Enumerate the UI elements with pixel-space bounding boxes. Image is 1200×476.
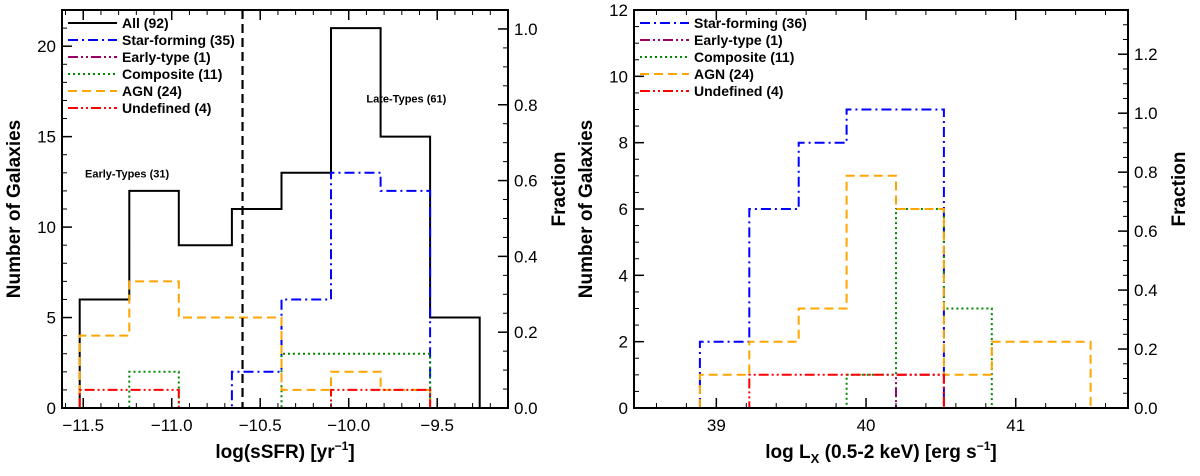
y-tick-label: 15 [37,128,56,147]
x-tick-label: −11.5 [62,416,104,435]
x-axis-title-part: log L [765,442,811,463]
y-tick-label: 6 [619,200,628,219]
y-tick-label: 2 [619,333,628,352]
y-axis-title: Number of Galaxies [576,120,597,298]
y-tick-label: 10 [37,218,56,237]
histogram-composite [79,352,480,409]
x-axis-title-part: ] [348,442,354,463]
y2-tick-label: 1.0 [1134,104,1158,123]
y-tick-label: 10 [609,67,628,86]
histogram-composite [699,208,1091,409]
y2-tick-label: 0.2 [514,323,538,342]
y2-axis-title: Fraction [549,152,570,227]
x-tick-label: 40 [857,416,876,435]
legend-label: Composite (11) [694,49,794,65]
legend-label: Early-type (1) [122,49,211,65]
y-axis-title: Number of Galaxies [4,120,25,298]
legend: All (92)Star-forming (35)Early-type (1)C… [68,15,235,116]
y2-tick-label: 0.4 [1134,281,1158,300]
x-tick-label: −11.0 [151,416,193,435]
histogram-agn [698,174,1092,408]
annotation: Early-Types (31) [85,168,170,180]
legend-label: Star-forming (36) [694,15,807,31]
x-tick-label: 41 [1006,416,1025,435]
x-tick-label: −10.5 [239,416,282,435]
chart-panel-ssfr: −11.5 −11.0 −10.5 −10.0 −9.5051015200.00.20.… [4,9,570,463]
legend-label: Undefined (4) [694,83,783,99]
y-tick-label: 8 [619,134,628,153]
x-axis-title-part: ] [990,442,996,463]
x-axis-title-part: −1 [335,439,349,453]
histogram-early-type [699,373,1091,409]
annotation: Late-Types (61) [366,93,446,105]
y2-tick-label: 0.0 [1134,399,1158,418]
y2-tick-label: 0.8 [514,96,538,115]
x-tick-label: −9.5 [420,416,454,435]
x-axis-title: log(sSFR) [yr−1] [215,439,354,463]
legend-label: AGN (24) [694,66,754,82]
histogram-agn [78,280,480,409]
legend-label: Early-type (1) [694,32,783,48]
y2-tick-label: 0.4 [514,247,538,266]
y2-axis-title: Fraction [1169,152,1190,227]
x-axis-title: log LX (0.5-2 keV) [erg s−1] [765,439,996,466]
x-axis-title-part: X [811,451,820,466]
y-tick-label: 0 [47,399,56,418]
y-tick-label: 5 [47,309,56,328]
histogram-all [78,27,481,408]
y2-tick-label: 0.6 [1134,222,1158,241]
legend-label: Composite (11) [122,66,222,82]
y2-tick-label: 0.6 [514,172,538,191]
x-axis-title-part: −1 [977,439,991,453]
y2-tick-label: 1.2 [1134,45,1158,64]
legend-label: All (92) [122,15,169,31]
y-tick-label: 4 [619,266,628,285]
y2-tick-label: 0.0 [514,399,538,418]
y-tick-label: 0 [619,399,628,418]
y2-tick-label: 0.2 [1134,340,1158,359]
x-axis-title-part: log(sSFR) [yr [215,442,335,463]
y-tick-label: 12 [609,1,628,20]
y2-tick-label: 1.0 [514,20,538,39]
x-tick-label: −10.0 [327,416,370,435]
x-tick-label: 39 [707,416,726,435]
legend: Star-forming (36)Early-type (1)Composite… [640,15,807,99]
legend-label: Star-forming (35) [122,32,235,48]
legend-label: Undefined (4) [122,100,211,116]
x-axis-title-part: (0.5-2 keV) [erg s [819,442,976,463]
legend-label: AGN (24) [122,83,182,99]
y2-tick-label: 0.8 [1134,163,1158,182]
y-tick-label: 20 [37,37,56,56]
chart-panel-lx: 39 40 41 0 2 4 6 8 10 12 0.0 0.2 0.4 0.6 0.8 1.0 1.2 Numb… [576,1,1190,466]
